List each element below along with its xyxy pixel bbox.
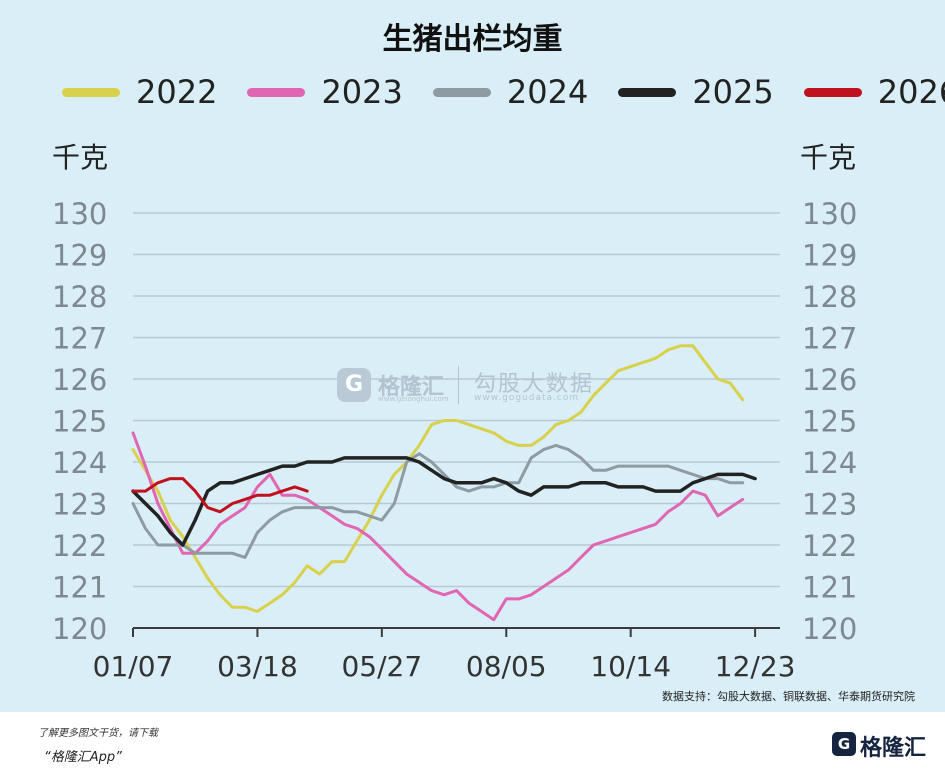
- legend-label: 2026: [877, 73, 945, 111]
- legend-label: 2025: [692, 73, 774, 111]
- watermark-sub-name: 勾股大数据: [474, 372, 595, 397]
- legend-swatch-2025: [618, 87, 677, 97]
- x-tick-label: 05/27: [341, 650, 422, 683]
- y-tick-left: 129: [52, 239, 107, 273]
- y-tick-right: 126: [802, 363, 857, 397]
- y-tick-right: 123: [802, 488, 857, 522]
- y-tick-left: 128: [52, 280, 107, 314]
- watermark-name: 格隆汇: [378, 375, 445, 400]
- y-tick-left: 120: [52, 612, 107, 646]
- grid-lines: [133, 212, 780, 588]
- series-line-2024: [131, 443, 745, 559]
- y-tick-left: 124: [52, 446, 107, 480]
- series-line-2025: [131, 456, 757, 547]
- legend-item-2022: 2022: [62, 73, 217, 111]
- legend-label: 2022: [136, 73, 218, 111]
- series-lines: [131, 344, 757, 622]
- legend-label: 2024: [506, 73, 589, 111]
- y-tick-left: 126: [52, 363, 107, 397]
- y-tick-right: 120: [802, 612, 857, 646]
- x-tick-label: 03/18: [217, 650, 298, 683]
- y-tick-right: 125: [802, 405, 857, 439]
- y-tick-left: 125: [52, 405, 107, 439]
- footer-promo-text: 了解更多图文干货，请下载: [38, 728, 158, 739]
- legend-swatch-2026: [803, 87, 862, 97]
- y-tick-right: 128: [802, 280, 857, 314]
- y-tick-left: 123: [52, 488, 107, 522]
- watermark-url: www.gelonghui.com: [378, 395, 449, 403]
- y-tick-left: 121: [52, 571, 107, 605]
- y-tick-right: 127: [802, 322, 857, 356]
- legend-item-2026: 2026: [803, 73, 945, 111]
- y-tick-left: 130: [52, 197, 107, 231]
- y-axis-unit-left: 千克: [52, 141, 109, 174]
- y-tick-left: 122: [52, 529, 107, 563]
- y-tick-left: 127: [52, 322, 107, 356]
- legend-item-2023: 2023: [247, 73, 403, 111]
- line-chart: 120 120 121 121 122 122 123 123 124 124 125 125 126 1…: [52, 197, 857, 683]
- brand-logo-icon: G: [832, 732, 856, 756]
- series-line-2023: [131, 431, 745, 622]
- y-tick-right: 121: [802, 571, 857, 605]
- source-note: 数据支持：勾股大数据、铜联数据、华泰期货研究院: [662, 690, 915, 703]
- tick-labels: 120 120 121 121 122 122 123 123 124 124 125 125 126 1…: [52, 197, 857, 683]
- x-tick-label: 01/07: [93, 650, 174, 683]
- x-tick-label: 12/23: [715, 650, 796, 683]
- y-tick-right: 129: [802, 239, 857, 273]
- footer-app-name: “格隆汇App”: [44, 750, 122, 765]
- legend-item-2025: 2025: [618, 73, 774, 111]
- brand-logo-text: 格隆汇: [860, 736, 927, 761]
- chart-background: 120 120 121 121 122 122 123 123 124 124 125 125 126 1…: [0, 0, 945, 712]
- watermark-divider: [458, 366, 459, 404]
- x-axis: [132, 627, 780, 637]
- watermark-sub-url: www.gogudata.com: [474, 393, 580, 403]
- legend-swatch-2024: [432, 87, 491, 97]
- legend-swatch-2022: [62, 87, 120, 97]
- y-tick-right: 130: [802, 197, 857, 231]
- watermark-logo-icon: G: [337, 368, 371, 402]
- y-tick-right: 122: [802, 529, 857, 563]
- legend-label: 2023: [321, 73, 403, 111]
- legend-item-2024: 2024: [432, 73, 589, 111]
- x-tick-label: 08/05: [466, 650, 547, 683]
- legend-swatch-2023: [247, 87, 306, 97]
- chart-title: 生猪出栏均重: [382, 22, 563, 57]
- series-line-2022: [131, 344, 745, 613]
- x-tick-label: 10/14: [590, 650, 671, 683]
- legend: 2022 2023 2024 2025 2026: [62, 72, 945, 112]
- y-tick-right: 124: [802, 446, 857, 480]
- y-axis-unit-right: 千克: [800, 141, 857, 174]
- series-line-2026: [131, 477, 309, 514]
